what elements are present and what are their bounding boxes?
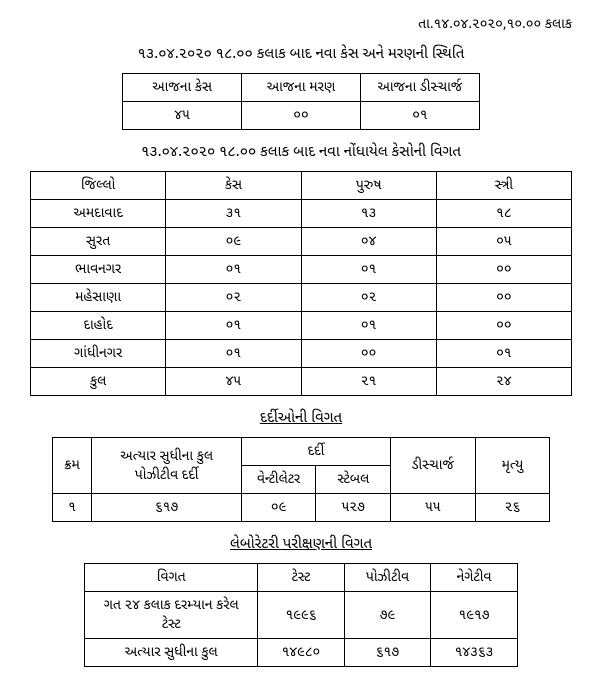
header-cases: આજના કેસ [123,74,242,102]
table-row: દાહોદ૦૧૦૧૦૦ [31,312,572,340]
header-cases: કેસ [166,172,301,200]
header-date: તા.૧૪.૦૪.૨૦૨૦,૧૦.૦૦ કલાક [30,15,572,34]
value-cases: ૪૫ [123,102,242,130]
table-row: સુરત૦૯૦૪૦૫ [31,228,572,256]
table-row: ક્રમ અત્યાર સુધીના કુલ પોઝીટીવ દર્દી દર્… [52,438,550,466]
summary-table: આજના કેસ આજના મરણ આજના ડીસ્ચાર્જ ૪૫ ૦૦ ૦… [122,73,480,130]
header-death: મૃત્યુ [475,438,550,494]
section3-title: દર્દીઓની વિગત [30,410,572,429]
header-discharge: ડીસ્ચાર્જ [391,438,476,494]
table-row: ૪૫ ૦૦ ૦૧ [123,102,480,130]
table-row: ૧ ૬૧૭ ૦૯ ૫૨૭ ૫૫ ૨૬ [52,494,550,522]
table-row: ભાવનગર૦૧૦૧૦૦ [31,256,572,284]
header-female: સ્ત્રી [436,172,571,200]
section2-title: ૧૩.૦૪.૨૦૨૦ ૧૮.૦૦ કલાક બાદ નવા નોંધાયેલ ક… [30,144,572,163]
lab-table: વિગત ટેસ્ટ પોઝીટીવ નેગેટીવ ગત ૨૪ કલાક દર… [84,563,518,667]
header-patient: દર્દી [241,438,390,466]
header-death: આજના મરણ [242,74,361,102]
district-table: જિલ્લો કેસ પુરુષ સ્ત્રી અમદાવાદ૩૧૧૩૧૮ સુ… [30,171,572,396]
value-discharge: ૦૧ [360,102,479,130]
value-death: ૦૦ [242,102,361,130]
header-km: ક્રમ [52,438,92,494]
table-row: કુલ૪૫૨૧૨૪ [31,368,572,396]
table-row: અત્યાર સુધીના કુલ ૧૪૯૮૦ ૬૧૭ ૧૪૩૬૩ [85,639,518,667]
header-test: ટેસ્ટ [258,564,345,592]
table-row: ગાંધીનગર૦૧૦૦૦૧ [31,340,572,368]
header-male: પુરુષ [301,172,436,200]
table-row: ગત ૨૪ કલાક દરમ્યાન કરેલ ટેસ્ટ ૧૯૯૬ ૭૯ ૧૯… [85,592,518,639]
header-detail: વિગત [85,564,258,592]
table-row: મહેસાણા૦૨૦૨૦૦ [31,284,572,312]
table-row: આજના કેસ આજના મરણ આજના ડીસ્ચાર્જ [123,74,480,102]
header-discharge: આજના ડીસ્ચાર્જ [360,74,479,102]
header-ventilator: વેન્ટીલેટર [241,466,316,494]
header-total-positive: અત્યાર સુધીના કુલ પોઝીટીવ દર્દી [92,438,241,494]
section4-title: લેબોરેટરી પરીક્ષણની વિગત [30,536,572,555]
section1-title: ૧૩.૦૪.૨૦૨૦ ૧૮.૦૦ કલાક બાદ નવા કેસ અને મર… [30,46,572,65]
header-district: જિલ્લો [31,172,166,200]
header-positive: પોઝીટીવ [344,564,431,592]
header-stable: સ્ટેબલ [316,466,391,494]
patients-table: ક્રમ અત્યાર સુધીના કુલ પોઝીટીવ દર્દી દર્… [52,437,551,522]
table-row: વિગત ટેસ્ટ પોઝીટીવ નેગેટીવ [85,564,518,592]
table-row: જિલ્લો કેસ પુરુષ સ્ત્રી [31,172,572,200]
header-negative: નેગેટીવ [431,564,518,592]
table-row: અમદાવાદ૩૧૧૩૧૮ [31,200,572,228]
